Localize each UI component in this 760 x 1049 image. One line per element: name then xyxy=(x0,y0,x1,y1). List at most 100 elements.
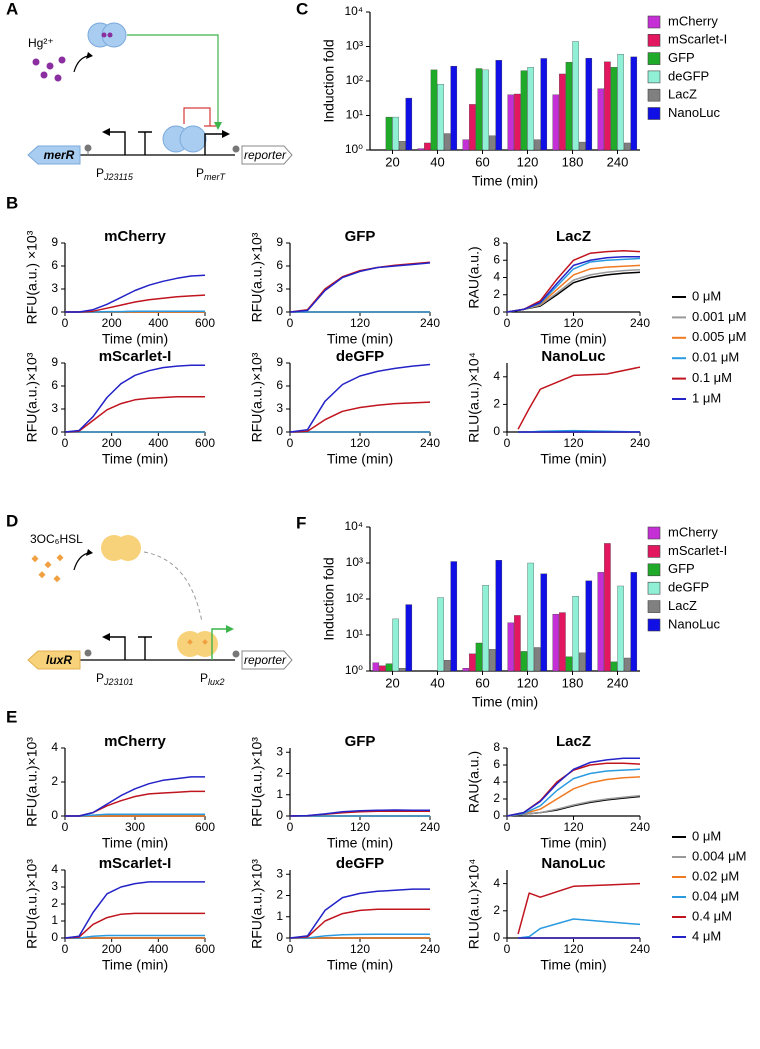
x-tick-label: 240 xyxy=(420,436,440,450)
bar xyxy=(379,665,386,672)
bar xyxy=(514,93,521,151)
chart-title: NanoLuc xyxy=(541,348,605,365)
y-axis-label: RAU(a.u.) xyxy=(466,246,482,308)
y-tick-label: 4 xyxy=(51,740,58,754)
legend-label: NanoLuc xyxy=(668,105,721,120)
line xyxy=(506,776,641,817)
arrowhead xyxy=(86,52,93,59)
gene-label: luxR xyxy=(46,653,72,667)
x-tick-label: 240 xyxy=(420,942,440,956)
bar xyxy=(533,647,541,672)
line xyxy=(64,912,205,939)
gene-label: merR xyxy=(44,148,75,162)
x-tick-label: 180 xyxy=(562,675,584,690)
y-axis-label: RFU(a.u.)×10³ xyxy=(24,352,40,442)
y-tick-label: 9 xyxy=(51,235,58,249)
x-tick-label: 120 xyxy=(350,820,370,834)
bar xyxy=(585,580,593,672)
reporter-box xyxy=(241,650,293,670)
y-tick-label: 9 xyxy=(276,355,283,369)
y-tick-label: 10⁰ xyxy=(345,663,363,677)
bar xyxy=(385,116,393,151)
x-tick-label: 300 xyxy=(125,820,145,834)
legend-label: mScarlet-I xyxy=(668,32,727,47)
line xyxy=(64,881,205,939)
x-tick-label: 20 xyxy=(385,154,399,169)
y-tick-label: 8 xyxy=(493,740,500,754)
bar xyxy=(630,56,638,151)
x-tick-label: 240 xyxy=(630,942,650,956)
legend-swatch xyxy=(647,526,661,540)
bar xyxy=(540,573,548,672)
bar xyxy=(443,133,451,151)
bar xyxy=(398,141,406,151)
legend-label: 0.005 μM xyxy=(692,329,746,344)
bar xyxy=(610,661,618,672)
y-tick-label: 6 xyxy=(51,378,58,392)
bar xyxy=(462,667,470,672)
x-tick-label: 0 xyxy=(62,820,69,834)
x-tick-label: 0 xyxy=(287,820,294,834)
y-tick-label: 10¹ xyxy=(346,627,363,641)
chart-title: NanoLuc xyxy=(541,855,605,872)
bar xyxy=(392,116,399,151)
terminator xyxy=(232,650,240,658)
legend-label: GFP xyxy=(668,561,695,576)
x-tick-label: 240 xyxy=(607,154,629,169)
y-tick-label: 9 xyxy=(276,235,283,249)
bar xyxy=(430,69,438,151)
bar xyxy=(469,653,476,672)
bar xyxy=(540,58,548,151)
x-tick-label: 120 xyxy=(350,436,370,450)
promoter-label: Plux2 xyxy=(200,671,225,687)
bar xyxy=(610,67,618,151)
gene-box xyxy=(27,145,81,165)
y-tick-label: 10¹ xyxy=(346,108,363,122)
legend-label: mCherry xyxy=(668,13,718,28)
y-tick-label: 0 xyxy=(276,808,283,822)
y-tick-label: 6 xyxy=(493,252,500,266)
legend-label: 0.001 μM xyxy=(692,309,746,324)
chart-title: GFP xyxy=(345,228,376,245)
line xyxy=(506,794,641,817)
x-tick-label: 0 xyxy=(504,820,511,834)
bar xyxy=(392,618,399,672)
line xyxy=(65,934,205,939)
x-tick-label: 200 xyxy=(102,942,122,956)
y-tick-label: 3 xyxy=(51,879,58,893)
y-tick-label: 6 xyxy=(276,258,283,272)
bar xyxy=(405,97,413,151)
bar xyxy=(578,652,586,672)
x-tick-label: 0 xyxy=(62,942,69,956)
y-tick-label: 6 xyxy=(493,757,500,771)
y-tick-label: 2 xyxy=(51,896,58,910)
line xyxy=(289,261,431,313)
x-axis-label: Time (min) xyxy=(540,331,606,347)
legend-swatch xyxy=(647,563,661,577)
bar xyxy=(604,61,611,151)
x-tick-label: 0 xyxy=(287,436,294,450)
legend-swatch xyxy=(647,545,661,558)
y-tick-label: 1 xyxy=(276,909,283,923)
legend-swatch xyxy=(647,52,661,65)
x-tick-label: 0 xyxy=(62,436,69,450)
promoter-label: PJ23101 xyxy=(96,671,134,687)
bar xyxy=(604,543,611,672)
y-tick-label: 2 xyxy=(276,766,283,780)
x-tick-label: 120 xyxy=(563,436,583,450)
y-tick-label: 0 xyxy=(493,304,500,318)
promoter xyxy=(204,133,222,155)
x-tick-label: 600 xyxy=(195,942,215,956)
chart-title: mScarlet-I xyxy=(99,855,172,872)
bar xyxy=(623,142,631,151)
y-axis-label: RFU(a.u.)×10³ xyxy=(249,859,265,949)
legend-swatch xyxy=(647,618,661,632)
y-axis-label: RFU(a.u.)×10³ xyxy=(24,737,40,827)
x-tick-label: 0 xyxy=(62,316,69,330)
x-axis-label: Time (min) xyxy=(472,694,538,710)
bar xyxy=(617,585,624,672)
x-tick-label: 120 xyxy=(563,942,583,956)
bar xyxy=(533,139,541,151)
chart-title: mScarlet-I xyxy=(99,348,172,365)
x-axis-label: Time (min) xyxy=(327,451,393,467)
